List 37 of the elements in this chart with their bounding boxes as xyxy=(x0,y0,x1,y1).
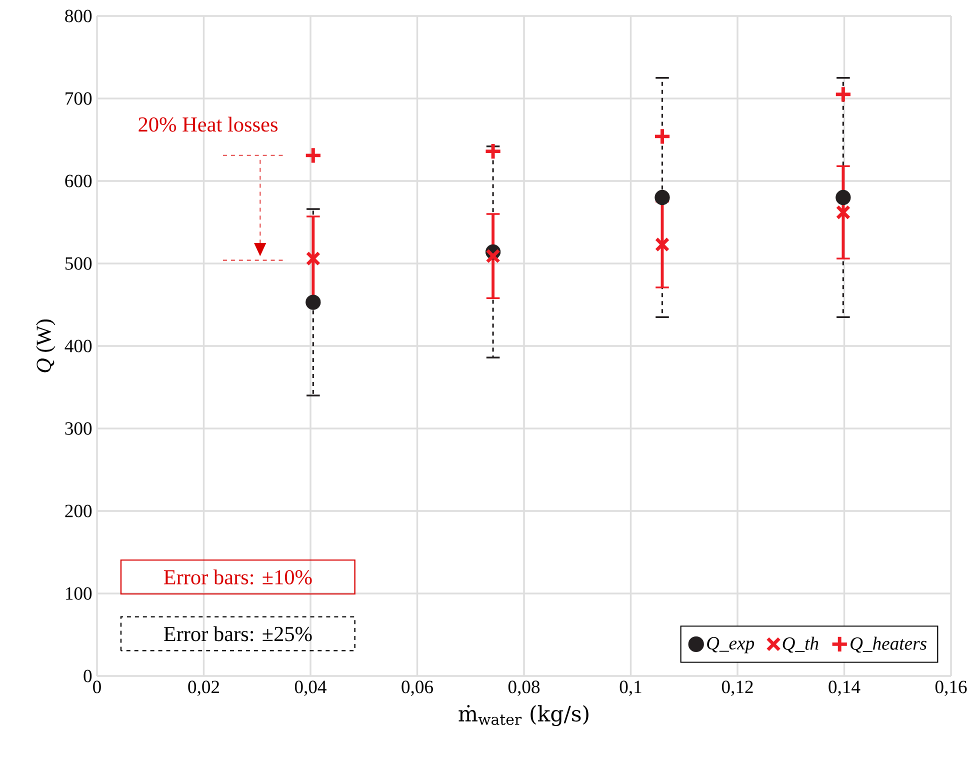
point xyxy=(834,85,852,104)
annotation: Error bars: ±10% xyxy=(164,569,312,585)
x-tick-label: 0,16 xyxy=(935,680,967,696)
point xyxy=(306,294,321,310)
legend-label: Q_heaters xyxy=(850,636,926,653)
y-tick-label: 600 xyxy=(65,174,92,188)
y-tick-label: 0 xyxy=(84,670,92,682)
point xyxy=(654,237,670,252)
legend-label: Q_th xyxy=(782,636,818,653)
x-tick-label: 0,02 xyxy=(188,680,219,696)
x-tick-label: 0,04 xyxy=(294,680,326,696)
point xyxy=(486,248,500,264)
y-tick-label: 800 xyxy=(65,10,92,22)
point xyxy=(653,127,672,146)
annotation: Error bars: ±25% xyxy=(164,626,312,642)
x-tick-label: 0,08 xyxy=(508,680,540,696)
point xyxy=(484,142,502,160)
y-tick-label: 300 xyxy=(65,422,92,435)
legend-label: Q_exp xyxy=(707,637,754,654)
y-tick-label: 200 xyxy=(65,504,92,518)
y-tick-label: 500 xyxy=(65,257,92,270)
point xyxy=(304,146,322,164)
point xyxy=(306,251,321,266)
y-axis-title: Q (W) xyxy=(36,319,56,372)
y-tick-label: 400 xyxy=(64,340,92,352)
annotation: 20% Heat losses xyxy=(138,116,278,132)
x-tick-label: 0 xyxy=(93,680,101,694)
x-tick-label: 0,12 xyxy=(722,680,753,696)
x-tick-label: 0,1 xyxy=(620,680,642,696)
point xyxy=(654,190,670,206)
x-tick-label: 0,06 xyxy=(402,680,433,696)
x-axis-title: ṁ$_{water}$ (kg/s) xyxy=(458,705,588,726)
y-tick-label: 100 xyxy=(66,587,92,600)
y-tick-label: 700 xyxy=(66,92,92,105)
point xyxy=(836,190,851,206)
x-tick-label: 0,14 xyxy=(828,680,860,696)
point xyxy=(836,204,851,220)
